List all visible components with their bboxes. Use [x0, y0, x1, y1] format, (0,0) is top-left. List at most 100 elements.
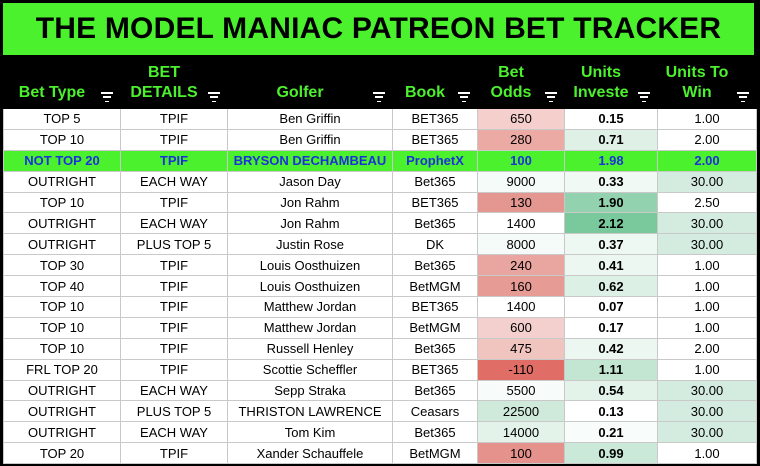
bet-odds-cell[interactable]: 22500 [477, 400, 565, 423]
column-header-bet-type[interactable]: Bet Type [3, 57, 121, 109]
units-to-win-cell[interactable]: 1.00 [657, 108, 757, 130]
book-cell[interactable]: Bet365 [392, 212, 478, 235]
bet-odds-cell[interactable]: 100 [477, 149, 565, 172]
golfer-cell[interactable]: Jon Rahm [227, 212, 393, 235]
bet-type-cell[interactable]: TOP 40 [3, 275, 121, 298]
book-cell[interactable]: Bet365 [392, 170, 478, 193]
book-cell[interactable]: BET365 [392, 128, 478, 151]
units-to-win-cell[interactable]: 30.00 [657, 421, 757, 444]
golfer-cell[interactable]: Ben Griffin [227, 128, 393, 151]
book-cell[interactable]: ProphetX [392, 149, 478, 172]
units-invested-cell[interactable]: 0.15 [564, 108, 658, 130]
golfer-cell[interactable]: Justin Rose [227, 233, 393, 256]
golfer-cell[interactable]: Matthew Jordan [227, 316, 393, 339]
units-invested-cell[interactable]: 0.33 [564, 170, 658, 193]
column-header-units-invested[interactable]: Units Investe [564, 57, 658, 109]
bet-type-cell[interactable]: OUTRIGHT [3, 170, 121, 193]
units-invested-cell[interactable]: 0.99 [564, 442, 658, 465]
bet-type-cell[interactable]: TOP 10 [3, 296, 121, 318]
bet-odds-cell[interactable]: 600 [477, 316, 565, 339]
column-header-golfer[interactable]: Golfer [227, 57, 393, 109]
bet-details-cell[interactable]: TPIF [120, 254, 228, 277]
bet-odds-cell[interactable]: 650 [477, 108, 565, 130]
bet-odds-cell[interactable]: 1400 [477, 212, 565, 235]
golfer-cell[interactable]: Matthew Jordan [227, 296, 393, 318]
bet-details-cell[interactable]: EACH WAY [120, 170, 228, 193]
filter-icon[interactable] [544, 92, 558, 102]
filter-icon[interactable] [457, 92, 471, 102]
golfer-cell[interactable]: Scottie Scheffler [227, 358, 393, 381]
bet-details-cell[interactable]: TPIF [120, 358, 228, 381]
bet-odds-cell[interactable]: 100 [477, 442, 565, 465]
bet-type-cell[interactable]: OUTRIGHT [3, 421, 121, 444]
bet-details-cell[interactable]: EACH WAY [120, 212, 228, 235]
bet-odds-cell[interactable]: 8000 [477, 233, 565, 256]
bet-type-cell[interactable]: NOT TOP 20 [3, 149, 121, 172]
units-invested-cell[interactable]: 2.12 [564, 212, 658, 235]
bet-details-cell[interactable]: TPIF [120, 316, 228, 339]
units-to-win-cell[interactable]: 2.00 [657, 149, 757, 172]
golfer-cell[interactable]: Louis Oosthuizen [227, 275, 393, 298]
units-to-win-cell[interactable]: 30.00 [657, 379, 757, 402]
book-cell[interactable]: Bet365 [392, 337, 478, 360]
units-invested-cell[interactable]: 0.21 [564, 421, 658, 444]
bet-type-cell[interactable]: TOP 10 [3, 337, 121, 360]
bet-odds-cell[interactable]: 475 [477, 337, 565, 360]
units-invested-cell[interactable]: 1.98 [564, 149, 658, 172]
bet-type-cell[interactable]: OUTRIGHT [3, 212, 121, 235]
bet-type-cell[interactable]: OUTRIGHT [3, 233, 121, 256]
bet-details-cell[interactable]: TPIF [120, 191, 228, 214]
golfer-cell[interactable]: Jon Rahm [227, 191, 393, 214]
column-header-units-to-win[interactable]: Units To Win [657, 57, 757, 109]
bet-odds-cell[interactable]: 130 [477, 191, 565, 214]
filter-icon[interactable] [736, 92, 750, 102]
filter-icon[interactable] [372, 92, 386, 102]
column-header-book[interactable]: Book [392, 57, 478, 109]
book-cell[interactable]: BetMGM [392, 442, 478, 465]
units-to-win-cell[interactable]: 1.00 [657, 275, 757, 298]
book-cell[interactable]: BET365 [392, 358, 478, 381]
book-cell[interactable]: Bet365 [392, 254, 478, 277]
bet-details-cell[interactable]: TPIF [120, 275, 228, 298]
units-to-win-cell[interactable]: 1.00 [657, 254, 757, 277]
golfer-cell[interactable]: Xander Schauffele [227, 442, 393, 465]
bet-details-cell[interactable]: TPIF [120, 128, 228, 151]
units-invested-cell[interactable]: 1.90 [564, 191, 658, 214]
bet-type-cell[interactable]: TOP 10 [3, 128, 121, 151]
bet-details-cell[interactable]: TPIF [120, 337, 228, 360]
bet-type-cell[interactable]: OUTRIGHT [3, 400, 121, 423]
units-invested-cell[interactable]: 0.62 [564, 275, 658, 298]
filter-icon[interactable] [207, 92, 221, 102]
units-invested-cell[interactable]: 0.41 [564, 254, 658, 277]
bet-details-cell[interactable]: TPIF [120, 442, 228, 465]
golfer-cell[interactable]: THRISTON LAWRENCE [227, 400, 393, 423]
units-invested-cell[interactable]: 0.17 [564, 316, 658, 339]
column-header-bet-details[interactable]: BET DETAILS [120, 57, 228, 109]
bet-odds-cell[interactable]: 9000 [477, 170, 565, 193]
units-to-win-cell[interactable]: 2.00 [657, 128, 757, 151]
bet-odds-cell[interactable]: 5500 [477, 379, 565, 402]
bet-details-cell[interactable]: TPIF [120, 149, 228, 172]
units-invested-cell[interactable]: 0.07 [564, 296, 658, 318]
golfer-cell[interactable]: Sepp Straka [227, 379, 393, 402]
units-to-win-cell[interactable]: 1.00 [657, 442, 757, 465]
book-cell[interactable]: Bet365 [392, 421, 478, 444]
units-to-win-cell[interactable]: 30.00 [657, 233, 757, 256]
book-cell[interactable]: BET365 [392, 296, 478, 318]
bet-odds-cell[interactable]: 1400 [477, 296, 565, 318]
units-to-win-cell[interactable]: 30.00 [657, 212, 757, 235]
bet-details-cell[interactable]: PLUS TOP 5 [120, 233, 228, 256]
units-to-win-cell[interactable]: 2.50 [657, 191, 757, 214]
bet-odds-cell[interactable]: -110 [477, 358, 565, 381]
book-cell[interactable]: BET365 [392, 191, 478, 214]
bet-type-cell[interactable]: OUTRIGHT [3, 379, 121, 402]
units-invested-cell[interactable]: 1.11 [564, 358, 658, 381]
bet-odds-cell[interactable]: 280 [477, 128, 565, 151]
units-invested-cell[interactable]: 0.54 [564, 379, 658, 402]
golfer-cell[interactable]: Tom Kim [227, 421, 393, 444]
bet-details-cell[interactable]: EACH WAY [120, 379, 228, 402]
units-invested-cell[interactable]: 0.13 [564, 400, 658, 423]
units-to-win-cell[interactable]: 1.00 [657, 358, 757, 381]
column-header-bet-odds[interactable]: Bet Odds [477, 57, 565, 109]
golfer-cell[interactable]: Jason Day [227, 170, 393, 193]
